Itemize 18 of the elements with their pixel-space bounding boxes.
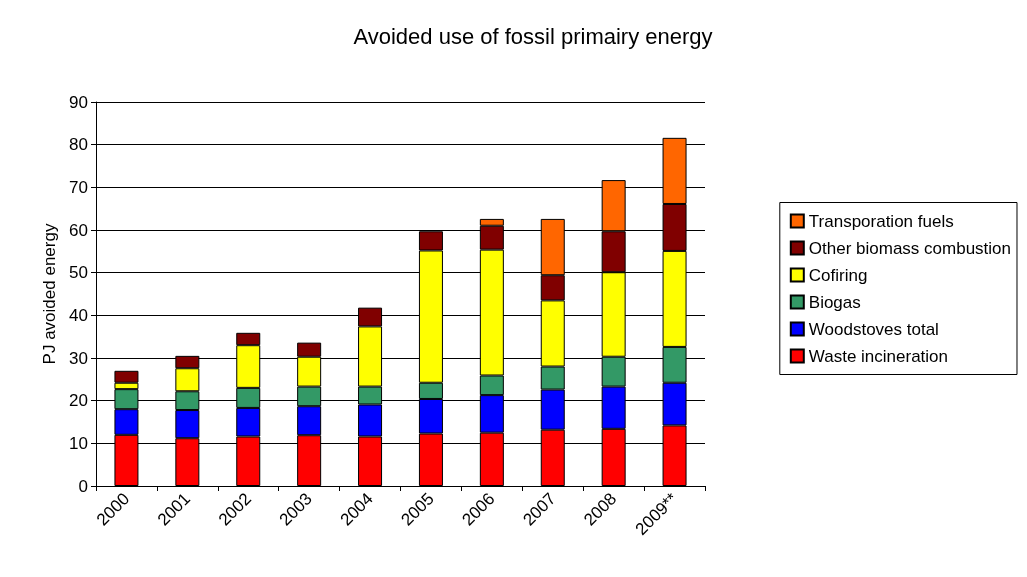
y-tick-label: 40 (69, 305, 88, 325)
y-tick-label: 20 (69, 391, 88, 411)
y-tick-label: 60 (69, 220, 88, 240)
legend-label: Other biomass combustion (808, 238, 1011, 258)
legend-label: Biogas (808, 292, 861, 312)
y-tick-label: 80 (69, 135, 88, 155)
y-axis-title: PJ avoided energy (40, 223, 59, 365)
y-tick-label: 0 (78, 476, 88, 496)
y-tick-label: 30 (69, 348, 88, 368)
y-tick-label: 90 (69, 92, 88, 112)
legend-label: Cofiring (808, 265, 868, 285)
y-tick-label: 50 (69, 263, 88, 283)
y-tick-label: 10 (69, 433, 88, 453)
legend-label: Transporation fuels (808, 211, 954, 231)
legend-label: Waste incineration (808, 346, 949, 366)
legend-label: Woodstoves total (808, 319, 939, 339)
chart-title: Avoided use of fossil primairy energy (353, 23, 713, 49)
y-tick-label: 70 (69, 177, 88, 197)
